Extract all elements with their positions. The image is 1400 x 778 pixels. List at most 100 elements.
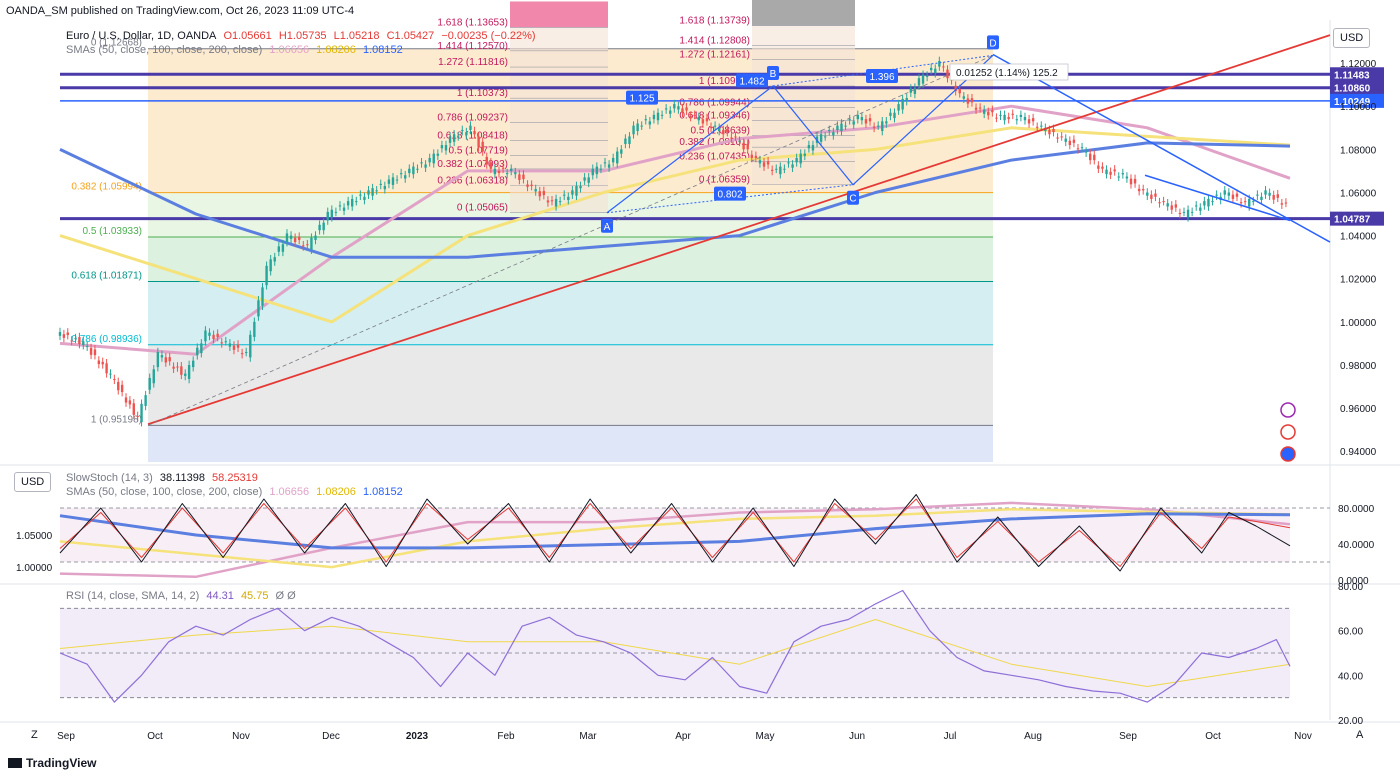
candle-body: [387, 179, 391, 184]
candle-body: [966, 98, 970, 104]
candle-body: [346, 201, 350, 206]
candle-body: [1186, 209, 1190, 218]
candle-body: [1011, 113, 1014, 115]
candle-body: [501, 167, 505, 169]
candle-body: [78, 337, 81, 345]
candle-body: [640, 125, 643, 127]
sma200-line: [59, 141, 1291, 259]
sma100-line: [59, 126, 1291, 324]
stoch-d-value: 58.25319: [212, 472, 258, 484]
pattern-point-marker: [601, 218, 613, 233]
stoch-currency-button[interactable]: USD: [14, 472, 52, 492]
price-tag: [1330, 80, 1384, 95]
time-axis-label: Oct: [147, 731, 163, 742]
rsi-value: 44.31: [206, 590, 234, 602]
candle-body: [554, 198, 558, 207]
candle-body: [436, 153, 440, 156]
stoch-left-axis-label: 1.00000: [16, 563, 53, 574]
candle-body: [395, 179, 399, 181]
candle-body: [1056, 137, 1059, 139]
fib-extension-a-top: [510, 1, 608, 28]
candle-body: [567, 196, 570, 201]
candle-body: [355, 201, 358, 203]
time-axis-label: May: [756, 731, 775, 742]
candle-body: [204, 330, 207, 342]
close-value: C1.05427: [386, 30, 435, 42]
candle-body: [1178, 212, 1182, 215]
fib-extension-a-label: 0 (1.05065): [457, 203, 508, 214]
candle-body: [399, 173, 403, 175]
candle-body: [1105, 169, 1108, 175]
candle-body: [1080, 147, 1084, 149]
candle-body: [885, 121, 888, 124]
candle-body: [868, 118, 872, 122]
candle-body: [383, 186, 387, 190]
candle-body: [603, 162, 607, 164]
rsi-axis-label: 20.00: [1338, 716, 1363, 727]
candle-body: [249, 334, 252, 358]
stoch-sma-label: SMAs (50, close, 100, close, 200, close): [66, 486, 263, 498]
candle-body: [318, 224, 321, 231]
candle-body: [697, 117, 700, 121]
fib-extension-b-label: 0 (1.06359): [699, 175, 750, 186]
candle-body: [620, 149, 623, 154]
candle-body: [1040, 125, 1043, 127]
candle-body: [156, 352, 160, 368]
open-value: O1.05661: [223, 30, 272, 42]
candle-body: [897, 104, 900, 111]
candle-body: [762, 162, 766, 167]
candle-body: [942, 66, 945, 68]
pattern-point-marker: [847, 190, 859, 205]
candle-body: [726, 128, 729, 133]
candle-body: [1150, 194, 1153, 199]
candle-body: [893, 112, 896, 119]
candle-body: [648, 121, 652, 125]
candle-body: [124, 397, 128, 403]
fib-extension-b-label: 1.414 (1.12808): [679, 36, 750, 47]
candle-body: [444, 145, 448, 151]
candle-body: [575, 186, 578, 196]
candle-body: [550, 200, 554, 202]
time-axis-label: Nov: [1294, 731, 1312, 742]
lightning-icon: [1280, 402, 1296, 418]
candle-body: [510, 168, 513, 171]
fib-extension-a-label: 1.414 (1.12570): [437, 41, 508, 52]
ratio-label: 1.125: [629, 94, 654, 105]
candle-body: [101, 361, 104, 365]
candle-body: [1235, 193, 1239, 197]
abcd-dotted-bd: [772, 54, 994, 87]
candle-body: [261, 287, 264, 306]
candle-body: [913, 87, 917, 94]
candle-body: [240, 353, 244, 355]
candle-body: [293, 237, 297, 243]
sma100-value: 1.08206: [316, 44, 356, 56]
candle-body: [322, 222, 325, 231]
candle-body: [465, 132, 468, 136]
candle-body: [889, 112, 892, 116]
candle-body: [946, 69, 949, 79]
rsi-legend: RSI (14, close, SMA, 14, 2) 44.31 45.75 …: [66, 590, 300, 602]
symbol-title: Euro / U.S. Dollar, 1D, OANDA: [66, 30, 217, 42]
candle-body: [269, 259, 272, 272]
candle-body: [1268, 192, 1271, 196]
candle-body: [844, 125, 847, 127]
rsi-ma-line: [59, 619, 1291, 687]
zoom-button[interactable]: Z: [31, 729, 38, 741]
currency-button[interactable]: USD: [1333, 28, 1371, 48]
candle-body: [1072, 139, 1076, 143]
price-axis-label: 0.96000: [1340, 404, 1377, 415]
fib-level-label: 0.5 (1.03933): [83, 226, 143, 237]
candle-body: [281, 244, 285, 252]
candle-body: [750, 154, 753, 158]
candle-body: [599, 168, 603, 170]
candle-body: [120, 384, 124, 393]
candle-body: [298, 236, 301, 240]
candle-body: [257, 300, 260, 317]
price-tag-label: 1.11483: [1334, 70, 1370, 81]
auto-scale-button[interactable]: A: [1356, 729, 1364, 741]
time-axis-label: Sep: [1119, 731, 1137, 742]
candle-body: [148, 377, 151, 390]
price-axis-label: 1.04000: [1340, 232, 1377, 243]
fib-extension-b-label: 0.236 (1.07435): [679, 152, 750, 163]
